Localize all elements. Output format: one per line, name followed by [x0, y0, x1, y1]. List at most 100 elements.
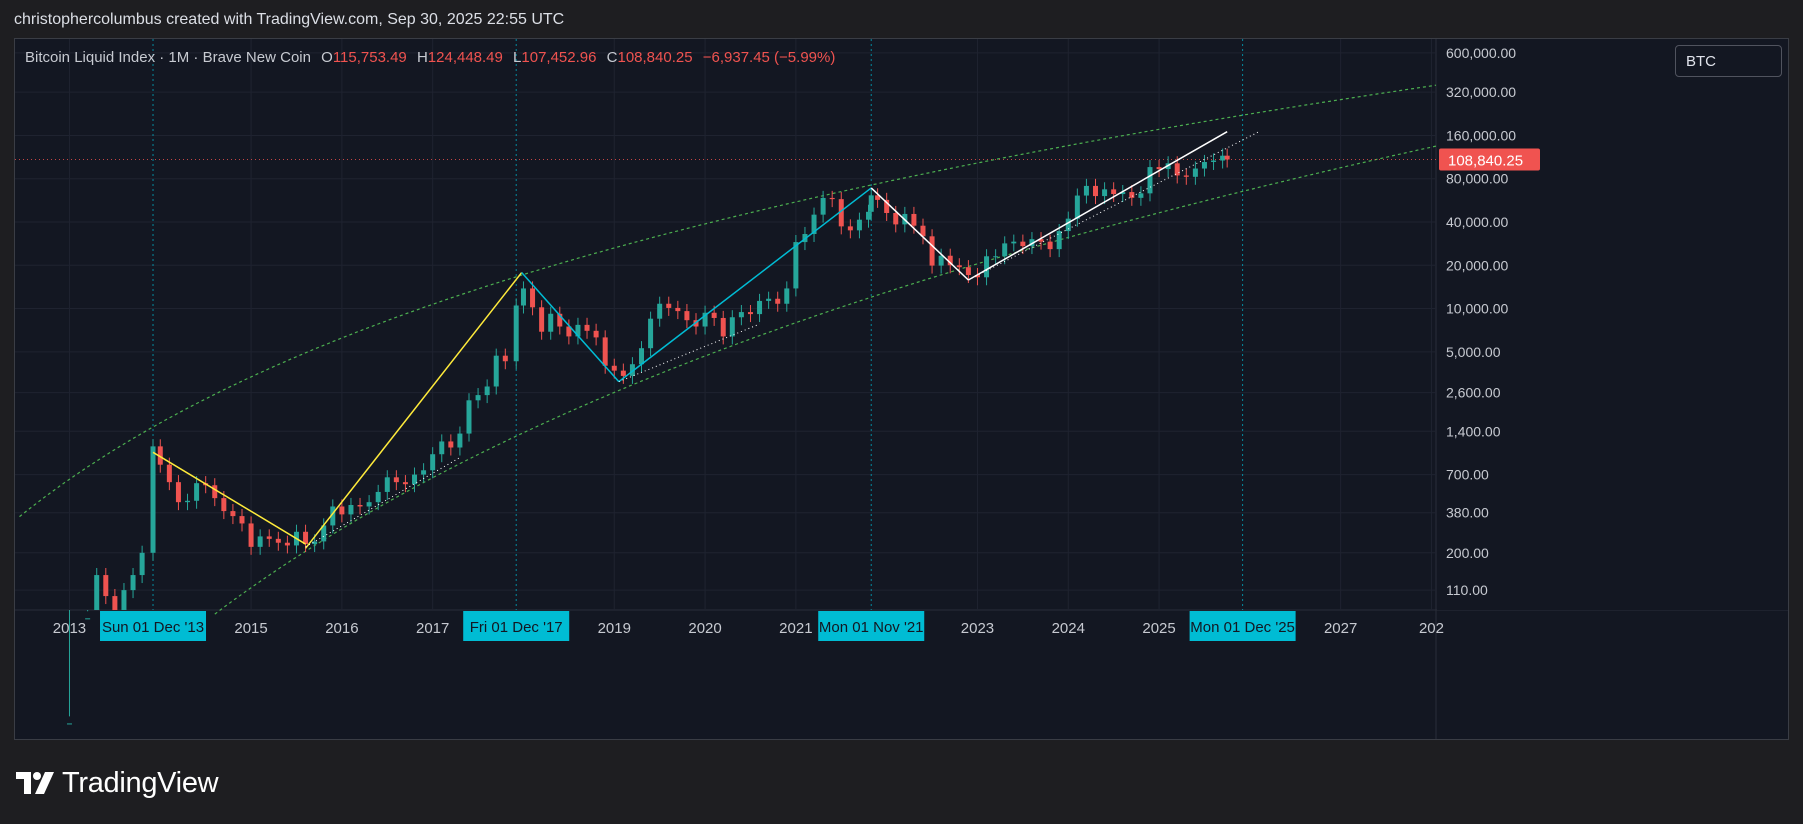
y-tick-label: 700.00 [1446, 467, 1489, 483]
candle-body [1138, 193, 1144, 198]
candle-body [439, 441, 445, 455]
last-price-label: 108,840.25 [1448, 153, 1523, 170]
highlight-date-label: Mon 01 Dec '25 [1190, 619, 1295, 636]
y-tick-label: 110.00 [1446, 582, 1488, 598]
symbol-search-button[interactable]: BTC [1675, 45, 1782, 77]
candle-body [738, 312, 744, 318]
y-tick-label: 600,000.00 [1446, 45, 1516, 61]
candle-body [330, 506, 336, 526]
candle-body [875, 195, 881, 200]
candle-body [1065, 218, 1071, 232]
candle-body [121, 590, 127, 610]
x-tick-label: 2019 [598, 620, 631, 637]
candle-body [1201, 161, 1207, 169]
candle-body [829, 197, 835, 200]
candle-body [920, 225, 926, 237]
candle-body [1192, 168, 1198, 177]
candle-body [312, 541, 318, 545]
candle-body [502, 355, 508, 362]
trend-line-cyan-2 [618, 187, 872, 383]
candle-body [112, 596, 118, 610]
y-tick-label: 5,000.00 [1446, 344, 1501, 360]
attribution-text: christophercolumbus created with Trading… [14, 11, 565, 28]
candle-body [675, 307, 681, 312]
candle-body [357, 505, 363, 507]
candle-body [275, 538, 281, 543]
candle-body [838, 199, 844, 227]
candle-body [339, 506, 345, 515]
candle-body [566, 326, 572, 337]
x-tick-label: 2024 [1052, 620, 1085, 637]
trend-line-cyan-1 [521, 272, 620, 383]
candle-body [657, 303, 663, 319]
candle-body [448, 441, 454, 448]
candle-body [230, 511, 236, 517]
candle-body [620, 370, 626, 376]
y-tick-label: 1,400.00 [1446, 423, 1501, 439]
candle-body [166, 464, 172, 483]
candle-body [493, 355, 499, 387]
y-tick-label: 20,000.00 [1446, 257, 1508, 273]
candle-body [375, 491, 381, 503]
candle-body [1020, 241, 1026, 247]
candle-body [1220, 155, 1226, 161]
trend-line-yellow-1 [304, 272, 523, 549]
candle-body [868, 195, 874, 212]
candle-body [1111, 189, 1117, 195]
y-tick-label: 200.00 [1446, 545, 1489, 561]
x-tick-label: 2016 [325, 620, 358, 637]
candle-body [257, 536, 263, 547]
candle-body [457, 433, 463, 448]
candle-body [820, 197, 826, 215]
x-tick-label: 2027 [1324, 620, 1357, 637]
candle-body [1147, 167, 1153, 194]
last-price-tag [1439, 148, 1540, 171]
upper-growth-curve [19, 84, 1437, 518]
candle-body [1056, 231, 1062, 250]
x-tick-label: 2017 [416, 620, 449, 637]
candle-body [1047, 241, 1053, 250]
candle-body [666, 303, 672, 308]
legend-low-value: 107,452.96 [521, 49, 597, 66]
legend-low-label: L [513, 49, 522, 66]
candle-body [884, 199, 890, 214]
candle-body [965, 267, 971, 276]
candle-body [548, 313, 554, 332]
candle-body [475, 395, 481, 401]
candle-body [212, 485, 218, 499]
x-tick-label: 2015 [234, 620, 267, 637]
candle-body [584, 324, 590, 331]
chart-panel[interactable]: 600,000.00 320,000.00 160,000.00 80,000.00 4… [14, 38, 1789, 740]
candle-body [1002, 243, 1008, 257]
candle-body [947, 255, 953, 266]
candle-body [974, 275, 980, 278]
candle-body [866, 211, 872, 220]
trend-line-white-1 [152, 451, 306, 545]
candle-body [103, 575, 109, 597]
candle-body [639, 348, 645, 365]
highlight-date-tag [818, 611, 925, 641]
tradingview-logo[interactable]: TradingView [16, 766, 219, 800]
candle-body [602, 337, 608, 366]
candle-body [893, 213, 899, 225]
y-tick-label: 80,000.00 [1446, 171, 1508, 187]
legend-high-label: H [416, 49, 428, 66]
y-tick-label: 380.00 [1446, 505, 1489, 521]
candle-body [185, 500, 191, 503]
price-chart[interactable]: 600,000.00 320,000.00 160,000.00 80,000.00 4… [15, 39, 1788, 739]
x-tick-label: 2023 [961, 620, 994, 637]
highlight-date-tag [100, 611, 207, 641]
legend-change-value: −6,937.45 (−5.99%) [702, 49, 836, 66]
legend-open-value: 115,753.49 [332, 49, 407, 66]
candle-body [402, 482, 408, 485]
candle-body [139, 552, 145, 576]
candle-body [284, 542, 290, 546]
candle-body [1211, 160, 1217, 162]
dotted-trend-line [618, 323, 760, 383]
x-tick-label: 202 [1419, 620, 1444, 637]
x-tick-label: 2025 [1142, 620, 1175, 637]
y-tick-label: 40,000.00 [1446, 214, 1508, 230]
candle-body [775, 298, 781, 304]
candle-body [938, 255, 944, 266]
highlight-date-label: Mon 01 Nov '21 [819, 619, 924, 636]
